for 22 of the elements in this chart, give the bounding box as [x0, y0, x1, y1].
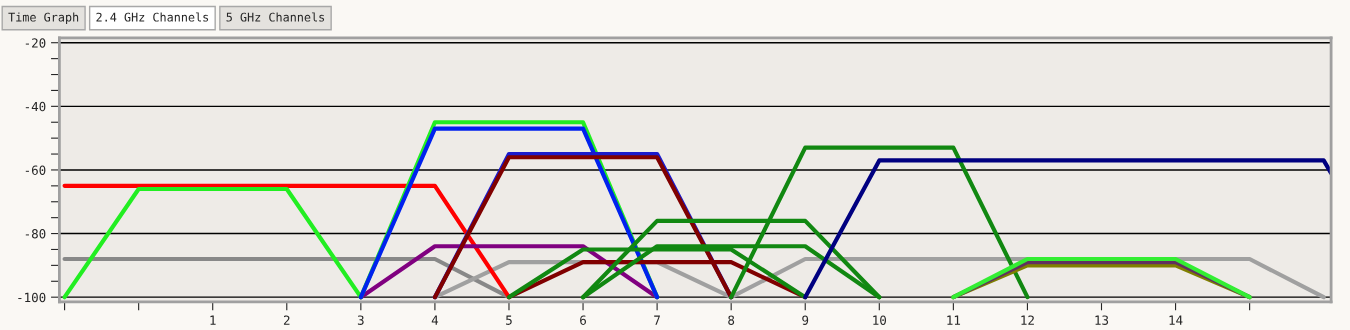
x-tick-label: 9	[802, 315, 809, 325]
y-tick-label: -20	[25, 38, 46, 48]
x-tick-label: 2	[283, 315, 290, 325]
x-tick-label: 3	[357, 315, 364, 325]
y-tick-label: -40	[25, 101, 46, 112]
x-tick-label: 5	[506, 315, 512, 325]
x-tick-label: 8	[728, 315, 735, 325]
x-tick-label: 10	[873, 315, 887, 325]
x-tick-label: 11	[947, 315, 961, 325]
x-tick-label: 6	[580, 315, 586, 325]
y-tick-label: -80	[25, 229, 46, 239]
x-tick-label: 12	[1021, 315, 1034, 325]
x-tick-label: 13	[1095, 315, 1109, 325]
x-tick-label: 1	[210, 315, 216, 325]
y-tick-label: -60	[25, 165, 46, 175]
text: 2.4 GHz Channels	[96, 12, 209, 22]
x-tick-label: 4	[431, 315, 439, 325]
x-tick-label: 7	[654, 315, 660, 325]
y-tick-label: -100	[18, 292, 46, 303]
text: 5 GHz Channels	[226, 12, 325, 22]
x-tick-label: 14	[1169, 315, 1183, 325]
text: Time Graph	[8, 12, 79, 24]
